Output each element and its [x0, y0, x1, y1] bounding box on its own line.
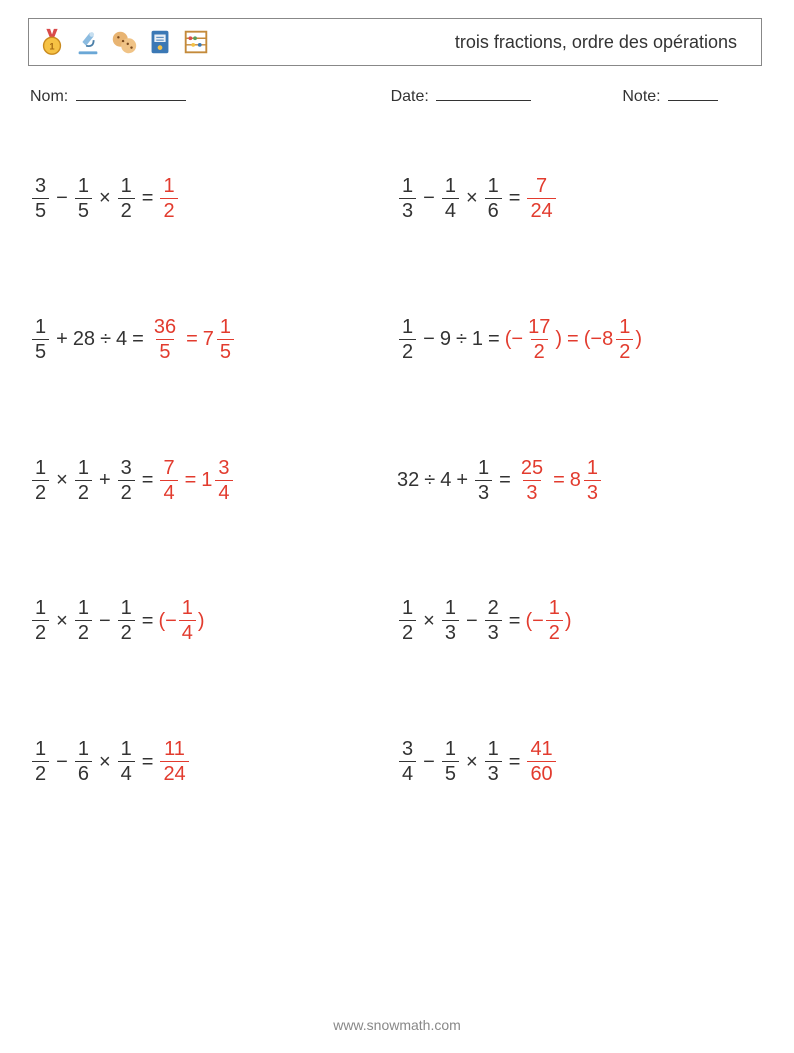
answer: 4160 [525, 739, 557, 784]
answer: 1124 [158, 739, 190, 784]
answer: 365=715 [149, 317, 236, 362]
expression: 34−15×13= [397, 739, 525, 784]
problem-3: 15+28÷4=365=715 [30, 317, 397, 362]
abacus-icon [181, 27, 211, 57]
answer: 253=813 [516, 458, 603, 503]
answer: (−12) [525, 598, 571, 643]
problem-7: 12×12−12=(−14) [30, 598, 397, 643]
expression: 32÷4+13= [397, 458, 516, 503]
expression: 12×12+32= [30, 458, 158, 503]
problem-9: 12−16×14=1124 [30, 739, 397, 784]
microscope-icon [73, 27, 103, 57]
problem-8: 12×13−23=(−12) [397, 598, 764, 643]
svg-text:1: 1 [49, 42, 54, 52]
header-icons: 1 [29, 27, 211, 57]
note-blank[interactable] [668, 84, 718, 101]
answer: 74=134 [158, 458, 234, 503]
worksheet-title: trois fractions, ordre des opérations [211, 32, 761, 53]
cookies-icon [109, 27, 139, 57]
date-blank[interactable] [436, 84, 531, 101]
answer: (−172)=(−812) [505, 317, 642, 362]
medal-icon: 1 [37, 27, 67, 57]
notebook-icon [145, 27, 175, 57]
nom-blank[interactable] [76, 84, 186, 101]
expression: 12−16×14= [30, 739, 158, 784]
answer: (−14) [158, 598, 204, 643]
answer: 12 [158, 176, 179, 221]
expression: 13−14×16= [397, 176, 525, 221]
footer-link[interactable]: www.snowmath.com [0, 1017, 794, 1033]
problem-2: 13−14×16=724 [397, 176, 764, 221]
answer: 724 [525, 176, 557, 221]
note-label: Note: [622, 88, 660, 105]
problem-10: 34−15×13=4160 [397, 739, 764, 784]
problem-6: 32÷4+13=253=813 [397, 458, 764, 503]
note-field: Note: [622, 84, 764, 106]
header-box: 1 [28, 18, 762, 66]
expression: 35−15×12= [30, 176, 158, 221]
date-label: Date: [391, 88, 429, 105]
problems-grid: 35−15×12=1213−14×16=72415+28÷4=365=71512… [30, 128, 764, 973]
nom-label: Nom: [30, 88, 68, 105]
date-field: Date: [391, 84, 623, 106]
meta-row: Nom: Date: Note: [30, 84, 764, 106]
problem-1: 35−15×12=12 [30, 176, 397, 221]
problem-5: 12×12+32=74=134 [30, 458, 397, 503]
nom-field: Nom: [30, 84, 391, 106]
expression: 12×12−12= [30, 598, 158, 643]
expression: 12×13−23= [397, 598, 525, 643]
expression: 15+28÷4= [30, 317, 149, 362]
expression: 12−9÷1= [397, 317, 505, 362]
problem-4: 12−9÷1=(−172)=(−812) [397, 317, 764, 362]
